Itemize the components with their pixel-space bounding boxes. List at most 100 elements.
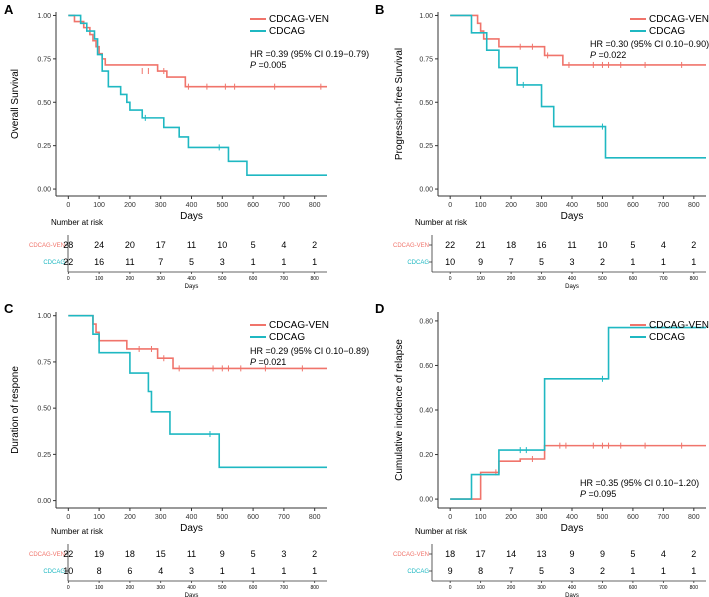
risk-value: 18 [125,549,135,559]
panel-label: C [4,301,14,316]
y-axis-label: Overall Survival [10,69,21,139]
y-tick-label: 0.00 [419,497,433,504]
x-tick-label: 700 [278,514,290,521]
risk-value: 1 [220,566,225,576]
x-tick-label: 300 [155,202,167,209]
y-tick-label: 0.60 [419,363,433,370]
x-tick-label: 600 [247,202,259,209]
panel-a: A0.000.250.500.751.000 100 200 300 400 500 600… [4,2,369,290]
y-tick-label: 1.00 [37,313,51,320]
series-line-cdcag-ven [450,14,706,66]
risk-tick-label: 700 [280,276,289,282]
panel-label: A [4,2,14,17]
risk-value: 21 [476,240,486,250]
y-tick-label: 0.40 [419,408,433,415]
x-tick-label: 600 [627,202,639,209]
risk-value: 28 [63,240,73,250]
risk-tick-label: 300 [157,585,166,591]
risk-value: 8 [97,566,102,576]
p-annotation-value: =0.021 [256,357,286,367]
risk-value: 2 [312,549,317,559]
p-annotation-symbol: P [580,489,586,499]
y-tick-label: 0.00 [37,187,51,194]
risk-value: 1 [691,257,696,267]
risk-table-title: Number at risk [51,527,104,536]
legend-entry: CDCAG-VEN [269,320,329,331]
risk-value: 17 [156,240,166,250]
risk-value: 2 [600,566,605,576]
p-annotation-value: =0.095 [586,489,616,499]
risk-value: 11 [567,240,576,250]
risk-value: 4 [661,240,666,250]
risk-tick-label: 400 [187,276,196,282]
p-annotation-symbol: P [250,357,256,367]
risk-tick-label: 700 [659,276,668,282]
risk-group-label: CDCAG-VEN [29,552,65,558]
risk-tick-label: 0 [67,276,70,282]
risk-value: 2 [600,257,605,267]
y-tick-label: 0.75 [419,56,433,63]
x-tick-label: 500 [597,514,609,521]
risk-value: 4 [661,549,666,559]
legend-entry: CDCAG-VEN [269,14,329,25]
risk-tick-label: 400 [568,585,577,591]
x-tick-label: 0 [448,514,452,521]
hr-annotation: HR =0.39 (95% CI 0.19−0.79) [250,49,369,59]
risk-value: 5 [539,257,544,267]
risk-tick-label: 700 [280,585,289,591]
x-tick-label: 500 [216,514,228,521]
y-tick-label: 0.50 [419,100,433,107]
risk-value: 1 [251,257,256,267]
risk-value: 10 [445,257,455,267]
risk-tick-label: 800 [311,585,320,591]
risk-tick-label: 200 [126,585,135,591]
risk-value: 7 [509,257,514,267]
p-annotation-symbol: P [250,60,256,70]
risk-value: 4 [281,240,286,250]
risk-value: 14 [506,549,516,559]
risk-value: 18 [445,549,455,559]
risk-group-label: CDCAG-VEN [393,243,429,249]
risk-value: 15 [156,549,166,559]
y-tick-label: 1.00 [37,13,51,20]
x-tick-label: 200 [124,202,136,209]
risk-value: 5 [189,257,194,267]
risk-value: 1 [251,566,256,576]
risk-value: 16 [94,257,104,267]
x-tick-label: 600 [247,514,259,521]
risk-value: 18 [506,240,516,250]
risk-value: 5 [251,549,256,559]
x-tick-label: 700 [658,202,670,209]
x-tick-label: 200 [124,514,136,521]
risk-tick-label: 0 [67,585,70,591]
series-line-cdcag [68,14,327,176]
risk-value: 3 [189,566,194,576]
x-tick-label: 500 [216,202,228,209]
x-tick-label: 700 [278,202,290,209]
risk-group-label: CDCAG [407,260,429,266]
y-tick-label: 0.25 [37,143,51,150]
risk-value: 3 [569,566,574,576]
risk-value: 1 [661,566,666,576]
legend-entry: CDCAG [649,332,685,343]
risk-value: 1 [630,257,635,267]
x-tick-label: 300 [536,202,548,209]
risk-group-label: CDCAG-VEN [393,552,429,558]
risk-tick-label: 600 [629,276,638,282]
risk-tick-label: 500 [598,585,607,591]
risk-group-label: CDCAG [43,260,65,266]
x-tick-label: 400 [186,514,198,521]
risk-value: 9 [600,549,605,559]
risk-tick-label: 500 [218,585,227,591]
legend-entry: CDCAG [649,26,685,37]
risk-value: 20 [125,240,135,250]
risk-tick-label: 300 [537,276,546,282]
risk-tick-label: 400 [568,276,577,282]
x-tick-label: 0 [448,202,452,209]
y-tick-label: 0.25 [37,452,51,459]
x-axis-label: Days [180,523,203,534]
risk-value: 1 [281,566,286,576]
panel-c: C0.000.250.500.751.000 100 200 300 400 500 600… [4,301,369,597]
